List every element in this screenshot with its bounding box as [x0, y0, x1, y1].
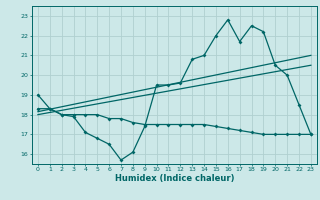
X-axis label: Humidex (Indice chaleur): Humidex (Indice chaleur): [115, 174, 234, 183]
